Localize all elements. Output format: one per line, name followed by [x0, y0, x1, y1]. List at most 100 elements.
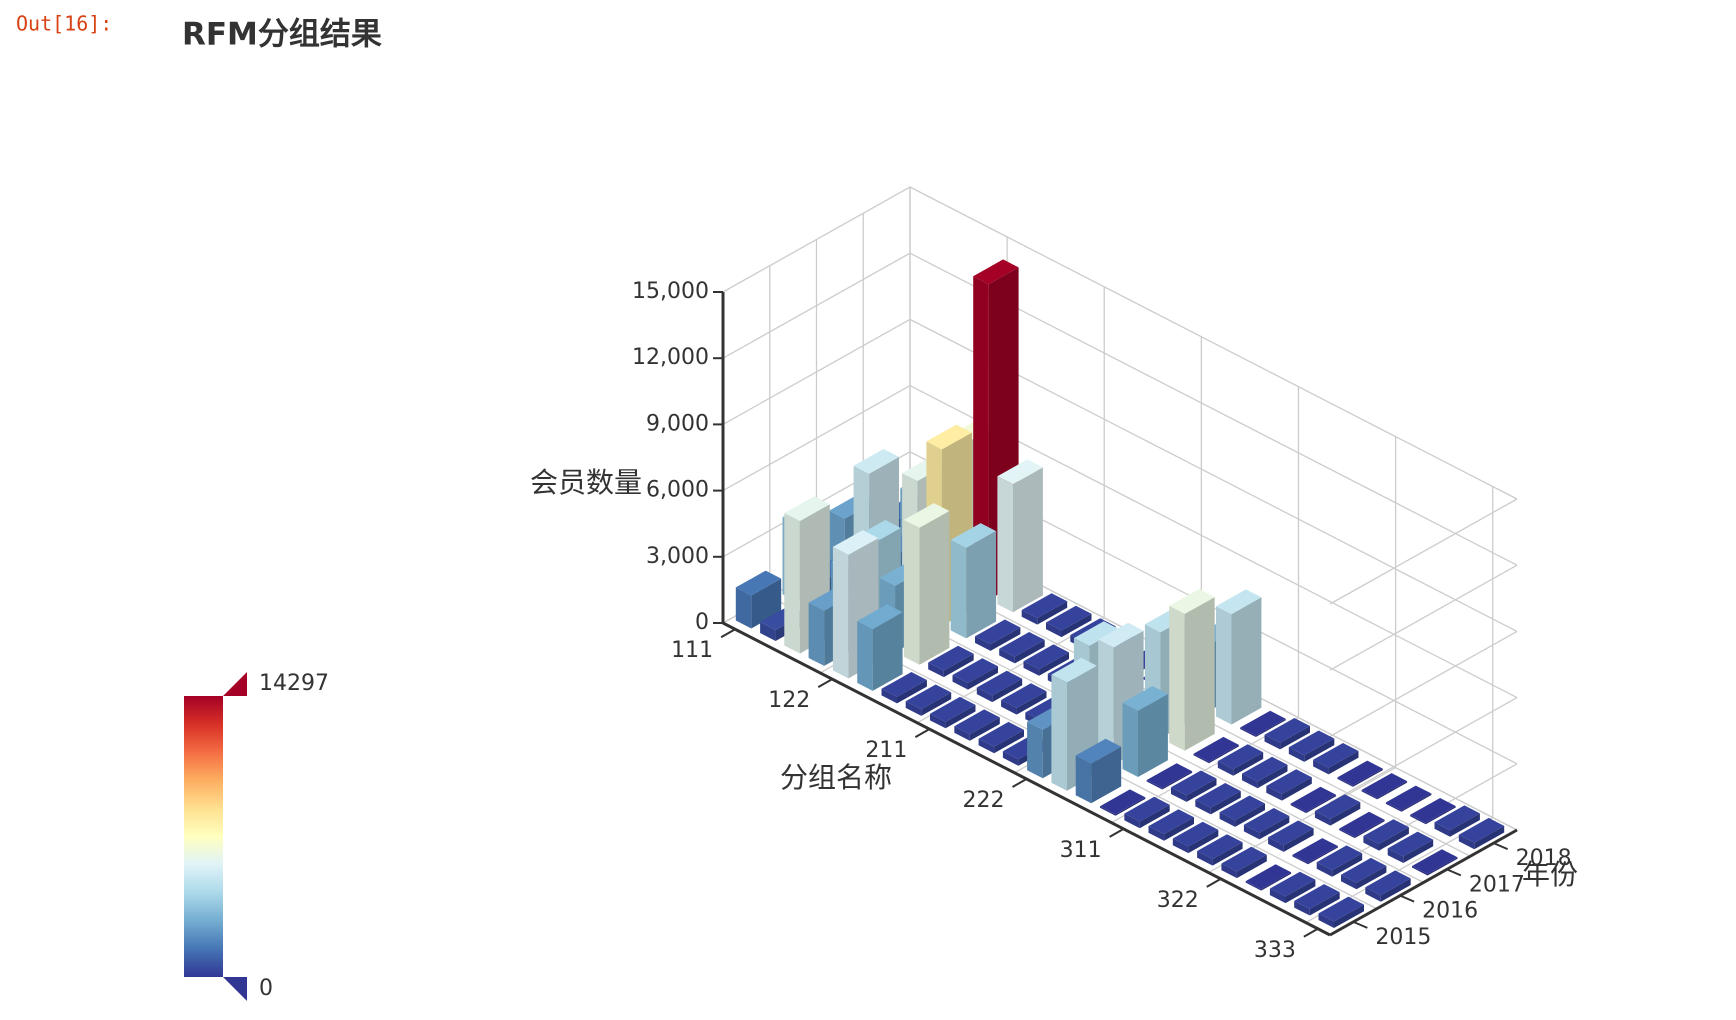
bar-front	[1361, 789, 1378, 800]
bar-top	[857, 604, 903, 630]
bar	[1217, 744, 1264, 776]
bar-side	[1255, 718, 1286, 737]
bar-top	[1313, 743, 1359, 768]
bar	[1337, 760, 1383, 787]
bar-top	[1217, 744, 1264, 770]
bar-side	[1334, 904, 1364, 928]
x-tick-label: 333	[1254, 938, 1296, 963]
bar-top	[853, 449, 899, 474]
bar-top	[1339, 811, 1385, 837]
bar-side	[1039, 652, 1069, 676]
bar	[1193, 736, 1239, 764]
bar-top	[1458, 817, 1505, 843]
bar	[950, 523, 997, 639]
bar-side	[945, 704, 976, 729]
bar	[905, 684, 952, 716]
x-tick-label: 222	[963, 788, 1005, 813]
bar-side	[1261, 872, 1292, 891]
bar-side	[1332, 853, 1363, 877]
bar	[1290, 786, 1337, 814]
bar	[1169, 589, 1215, 751]
bar-top	[1385, 785, 1432, 811]
bar-top	[1288, 730, 1335, 756]
bar-top	[999, 632, 1045, 657]
bar-front	[1288, 747, 1305, 762]
y-tick-label: 2016	[1422, 899, 1478, 924]
bar-top	[1195, 783, 1241, 808]
bar-top	[1266, 769, 1312, 794]
bar	[881, 672, 927, 704]
bar	[1266, 769, 1312, 801]
bar	[1021, 593, 1068, 625]
output-prompt: Out[16]:	[16, 12, 112, 36]
bar-side	[751, 578, 782, 629]
bar-front	[1169, 605, 1185, 751]
bar	[1268, 820, 1314, 852]
bar-side	[1186, 778, 1217, 802]
bar-top	[1243, 808, 1290, 833]
bar-side	[1209, 744, 1239, 764]
bar-front	[1292, 854, 1308, 865]
bar-side	[1450, 813, 1480, 837]
bar-side	[1037, 601, 1068, 625]
bar-top	[1269, 871, 1316, 897]
bar	[1216, 589, 1262, 725]
bar-top	[1023, 644, 1069, 670]
bar	[1269, 871, 1316, 904]
bar-front	[1243, 824, 1260, 840]
bar	[997, 459, 1043, 613]
bar-front	[808, 602, 825, 666]
bar-front	[1219, 812, 1236, 827]
bar-front	[735, 587, 752, 629]
bar	[1385, 785, 1432, 812]
bar-front	[1313, 759, 1329, 775]
bar-side	[1115, 797, 1146, 816]
bar-front	[954, 726, 970, 741]
bar-front	[1217, 761, 1234, 776]
x-tick	[914, 728, 930, 738]
bar-top	[952, 658, 998, 683]
bar-side	[1162, 771, 1193, 790]
bar-side	[1231, 597, 1262, 725]
bar-top	[1365, 870, 1411, 896]
bar-side	[1474, 825, 1505, 850]
bar-front	[973, 276, 989, 600]
bar-top	[1122, 686, 1168, 711]
bar	[1292, 838, 1338, 865]
x-tick-label: 111	[671, 638, 713, 663]
visual-map-max: 14297	[259, 671, 329, 696]
bar-front	[976, 687, 993, 703]
bar	[1219, 795, 1265, 827]
bar	[1240, 710, 1286, 737]
bar	[1434, 805, 1480, 837]
x-tick-label: 322	[1157, 888, 1199, 913]
bar-top	[1410, 798, 1456, 823]
bar-side	[872, 612, 903, 691]
bar-front	[1412, 866, 1428, 876]
bar	[1458, 817, 1505, 850]
bar-side	[1259, 816, 1290, 840]
bar-front	[952, 675, 968, 690]
bar-side	[966, 531, 997, 639]
bar-front	[1341, 874, 1357, 890]
x-tick-label: 211	[865, 738, 907, 763]
bar-top	[1412, 849, 1458, 874]
bar-front	[1051, 674, 1067, 791]
z-axis-label: 会员数量	[530, 466, 642, 499]
z-tick-label: 15,000	[632, 279, 709, 304]
bar-side	[990, 627, 1021, 651]
bar-front	[1318, 913, 1334, 928]
bar	[975, 619, 1021, 651]
bar	[1046, 605, 1092, 638]
bar-side	[1016, 691, 1047, 715]
bar	[1001, 683, 1047, 715]
bar-front	[1216, 606, 1232, 725]
bar-side	[1377, 781, 1408, 800]
bar-front	[1098, 639, 1114, 765]
bar-side	[1236, 854, 1267, 879]
bar-side	[1306, 794, 1337, 814]
bar-top	[926, 424, 972, 450]
x-tick	[1012, 778, 1027, 788]
bar	[1075, 738, 1122, 804]
bar-top	[1240, 710, 1286, 736]
